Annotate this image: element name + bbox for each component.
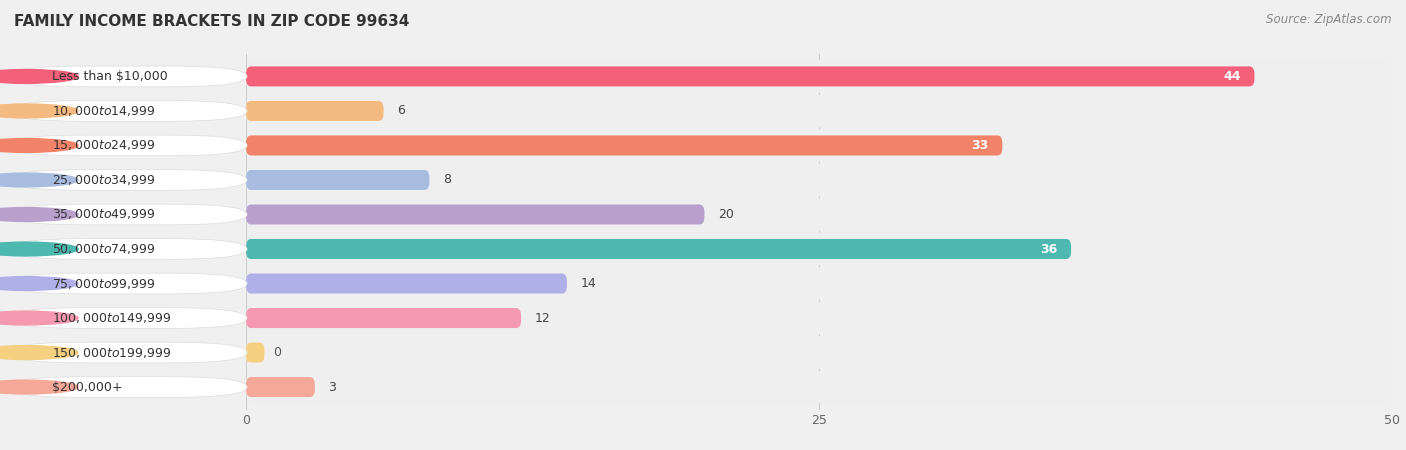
Circle shape bbox=[0, 277, 79, 290]
FancyBboxPatch shape bbox=[246, 308, 522, 328]
FancyBboxPatch shape bbox=[8, 135, 247, 156]
FancyBboxPatch shape bbox=[8, 101, 247, 122]
FancyBboxPatch shape bbox=[246, 302, 1392, 334]
FancyBboxPatch shape bbox=[246, 170, 429, 190]
FancyBboxPatch shape bbox=[246, 198, 1392, 231]
Text: $10,000 to $14,999: $10,000 to $14,999 bbox=[52, 104, 156, 118]
FancyBboxPatch shape bbox=[246, 371, 1392, 403]
FancyBboxPatch shape bbox=[246, 101, 384, 121]
Text: 6: 6 bbox=[398, 104, 405, 117]
FancyBboxPatch shape bbox=[8, 66, 247, 87]
Text: 44: 44 bbox=[1223, 70, 1240, 83]
Text: $50,000 to $74,999: $50,000 to $74,999 bbox=[52, 242, 156, 256]
FancyBboxPatch shape bbox=[246, 135, 1002, 155]
Text: 36: 36 bbox=[1040, 243, 1057, 256]
FancyBboxPatch shape bbox=[246, 95, 1392, 127]
Circle shape bbox=[0, 70, 79, 83]
Text: $200,000+: $200,000+ bbox=[52, 381, 122, 394]
FancyBboxPatch shape bbox=[246, 129, 1392, 162]
FancyBboxPatch shape bbox=[246, 204, 704, 225]
Circle shape bbox=[0, 104, 79, 118]
Text: 8: 8 bbox=[443, 174, 451, 186]
Text: 12: 12 bbox=[534, 311, 551, 324]
Circle shape bbox=[0, 207, 79, 221]
FancyBboxPatch shape bbox=[246, 377, 315, 397]
Circle shape bbox=[0, 380, 79, 394]
FancyBboxPatch shape bbox=[246, 239, 1071, 259]
Text: $25,000 to $34,999: $25,000 to $34,999 bbox=[52, 173, 156, 187]
FancyBboxPatch shape bbox=[246, 164, 1392, 196]
FancyBboxPatch shape bbox=[8, 204, 247, 225]
Text: 0: 0 bbox=[274, 346, 281, 359]
FancyBboxPatch shape bbox=[246, 67, 1254, 86]
FancyBboxPatch shape bbox=[8, 342, 247, 363]
Text: Source: ZipAtlas.com: Source: ZipAtlas.com bbox=[1267, 14, 1392, 27]
FancyBboxPatch shape bbox=[8, 273, 247, 294]
Text: 33: 33 bbox=[972, 139, 988, 152]
Text: $35,000 to $49,999: $35,000 to $49,999 bbox=[52, 207, 156, 221]
Text: $100,000 to $149,999: $100,000 to $149,999 bbox=[52, 311, 172, 325]
FancyBboxPatch shape bbox=[8, 377, 247, 397]
FancyBboxPatch shape bbox=[8, 308, 247, 328]
Text: Less than $10,000: Less than $10,000 bbox=[52, 70, 167, 83]
FancyBboxPatch shape bbox=[246, 267, 1392, 300]
Text: $75,000 to $99,999: $75,000 to $99,999 bbox=[52, 276, 156, 291]
FancyBboxPatch shape bbox=[246, 60, 1392, 93]
FancyBboxPatch shape bbox=[246, 336, 1392, 369]
FancyBboxPatch shape bbox=[246, 233, 1392, 265]
Text: FAMILY INCOME BRACKETS IN ZIP CODE 99634: FAMILY INCOME BRACKETS IN ZIP CODE 99634 bbox=[14, 14, 409, 28]
Circle shape bbox=[0, 173, 79, 187]
Text: $150,000 to $199,999: $150,000 to $199,999 bbox=[52, 346, 172, 360]
Text: 20: 20 bbox=[718, 208, 734, 221]
Circle shape bbox=[0, 346, 79, 360]
FancyBboxPatch shape bbox=[246, 342, 264, 363]
FancyBboxPatch shape bbox=[8, 238, 247, 259]
Text: 3: 3 bbox=[329, 381, 336, 394]
FancyBboxPatch shape bbox=[246, 274, 567, 293]
FancyBboxPatch shape bbox=[8, 170, 247, 190]
Circle shape bbox=[0, 139, 79, 153]
Text: 14: 14 bbox=[581, 277, 596, 290]
Text: $15,000 to $24,999: $15,000 to $24,999 bbox=[52, 139, 156, 153]
Circle shape bbox=[0, 242, 79, 256]
Circle shape bbox=[0, 311, 79, 325]
